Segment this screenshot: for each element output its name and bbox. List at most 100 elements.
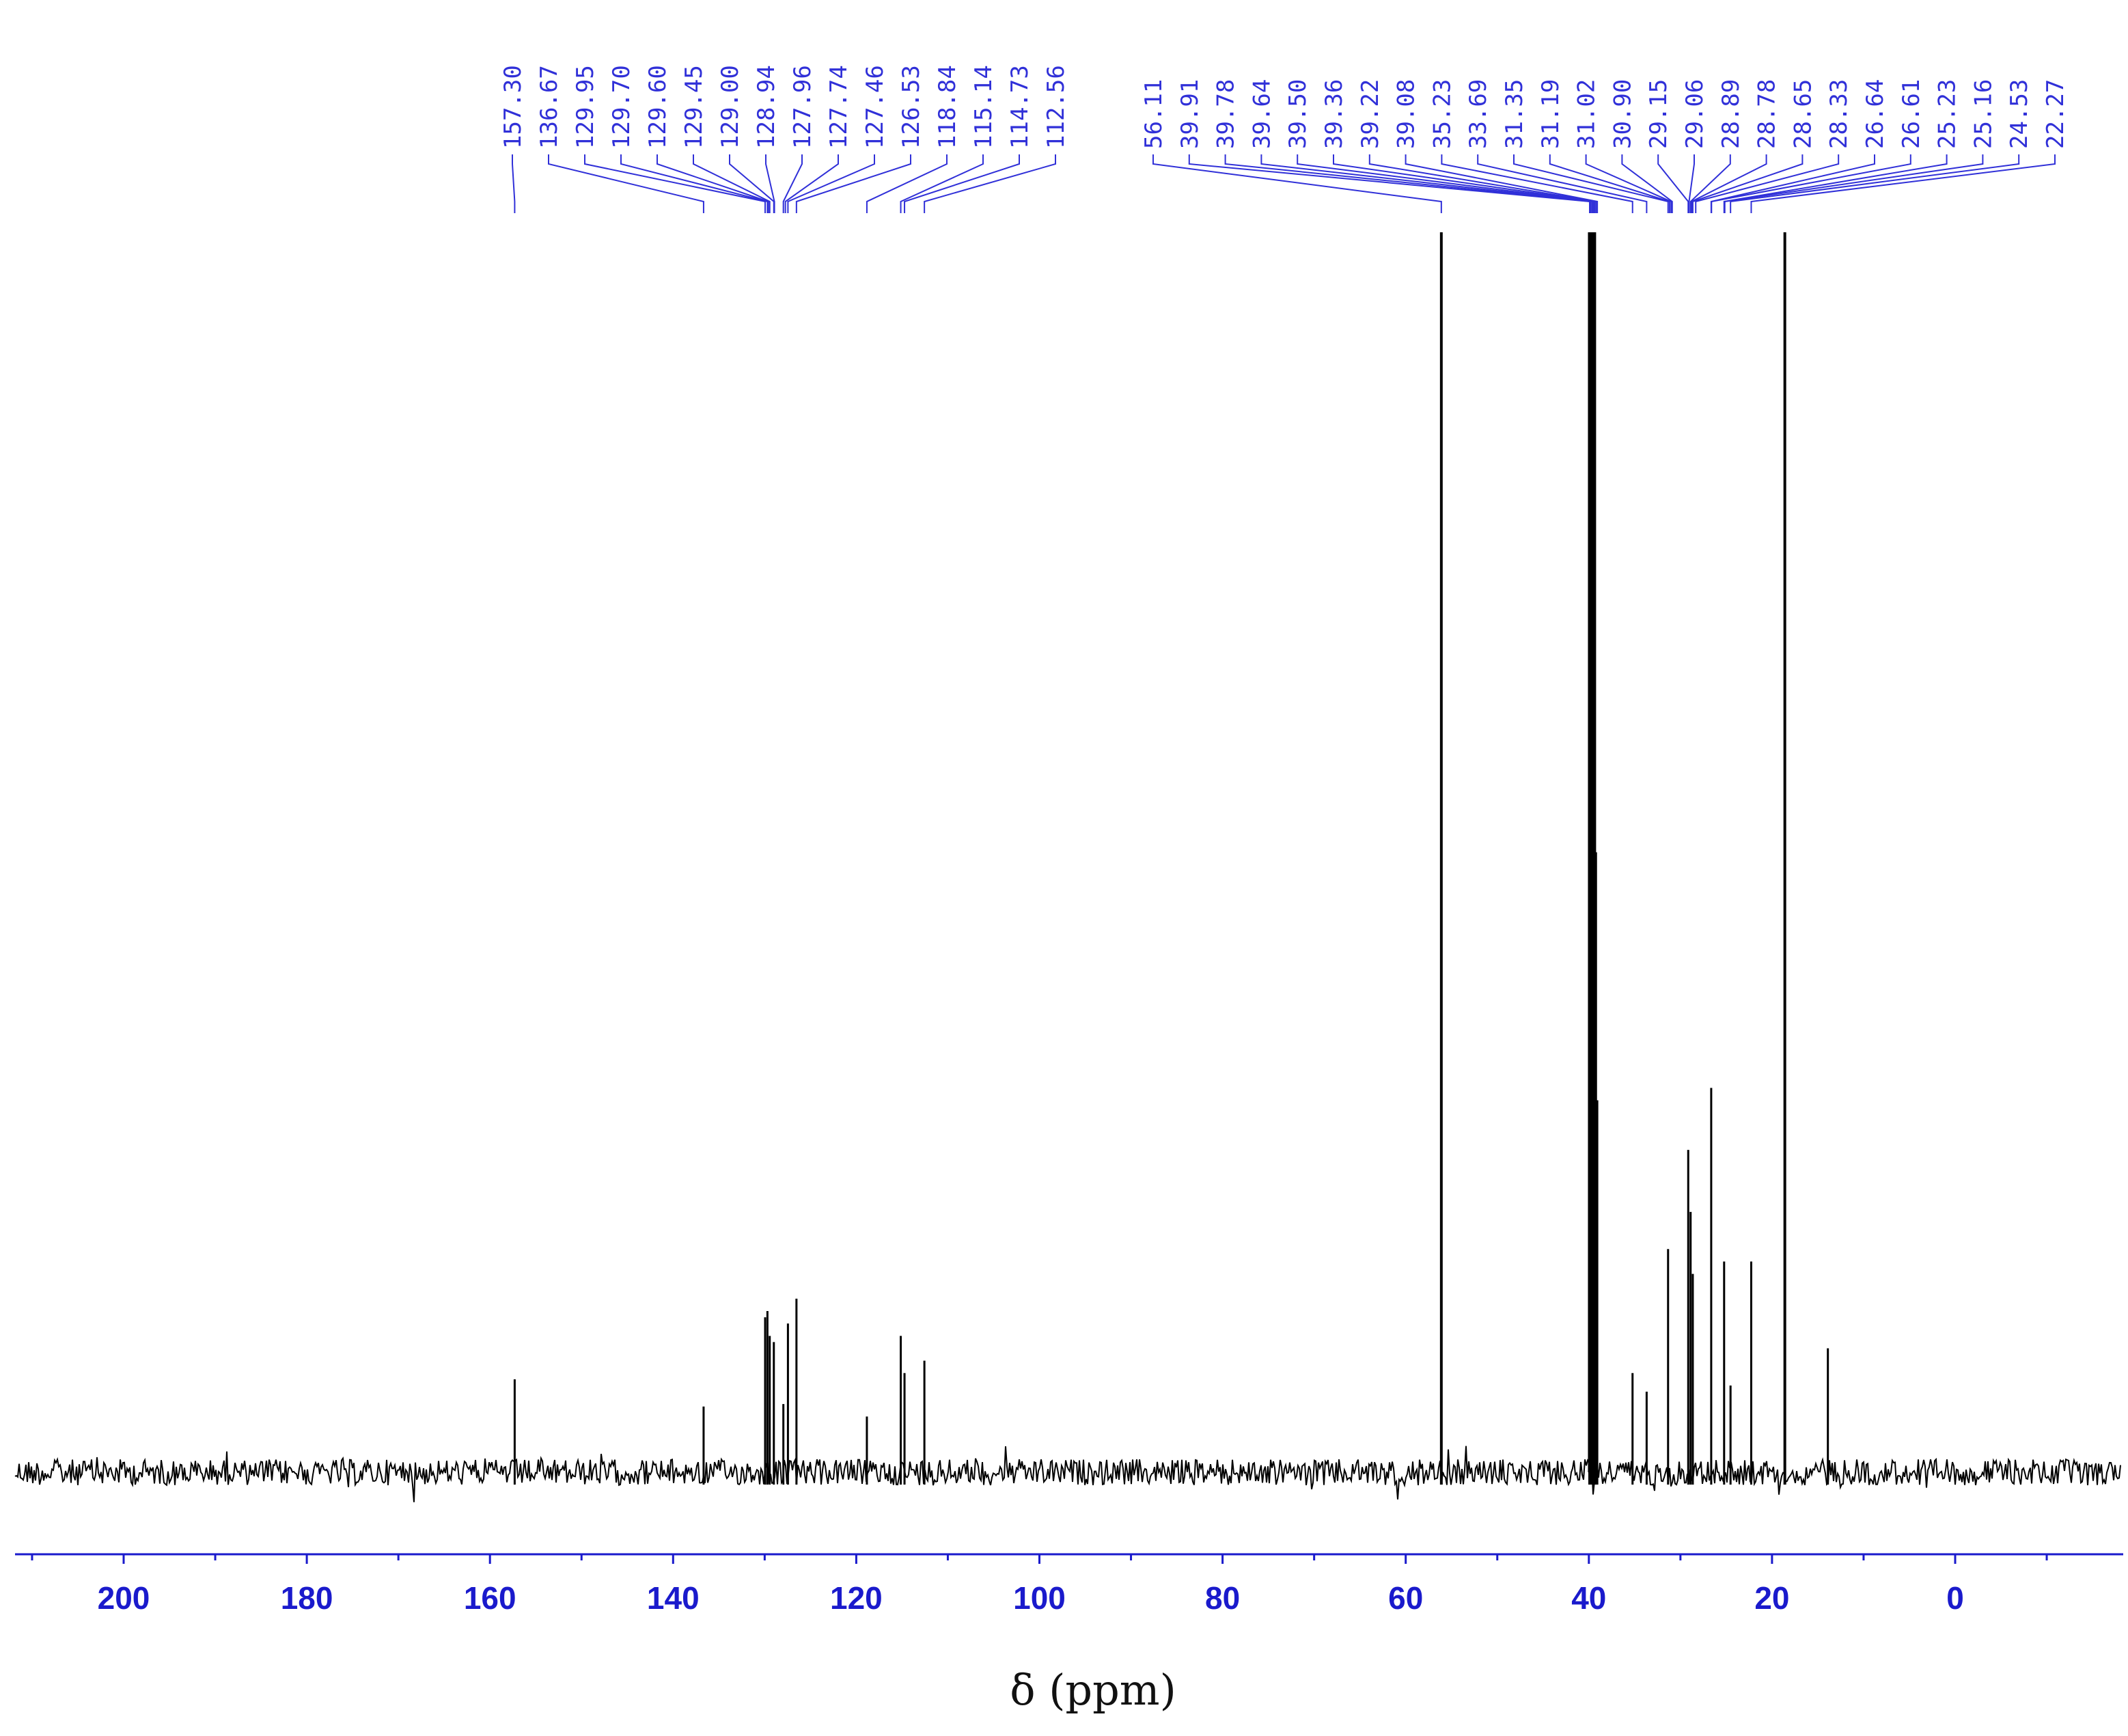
x-tick-label: 100 [1013,1580,1066,1616]
aliphatic-peak-label: 28.65 [1789,79,1816,149]
aromatic-peak-label: 129.00 [717,65,744,149]
aromatic-peak-label: 157.30 [499,65,527,149]
aliphatic-peak-label: 24.53 [2006,79,2033,149]
aromatic-peak-leader [784,154,839,213]
aromatic-peak-leader [620,154,769,213]
aliphatic-peak-label: 39.50 [1284,79,1312,149]
aromatic-peak-leader [693,154,771,213]
aliphatic-peak-leader [1333,154,1596,213]
aliphatic-peak-leader [1152,154,1442,213]
aromatic-peak-leader [657,154,769,213]
aromatic-peak-leader [548,154,704,213]
aliphatic-peak-leader [1260,154,1593,213]
x-tick-label: 200 [98,1580,150,1616]
aliphatic-peak-leader [1297,154,1594,213]
aliphatic-peak-label: 39.78 [1213,79,1240,149]
aliphatic-peak-leader [1477,154,1648,213]
aromatic-peak-label: 127.96 [789,65,816,149]
spectrum-baseline [14,1446,2121,1502]
aliphatic-peak-label: 39.36 [1321,79,1348,149]
aromatic-peak-leader [765,154,775,213]
aliphatic-peak-leader [1188,154,1591,213]
aliphatic-peak-label: 56.11 [1140,79,1167,149]
aliphatic-peak-leader [1224,154,1592,213]
solvent-peak-cluster [1588,232,1596,1472]
aromatic-peak-leader [924,154,1056,213]
aliphatic-peak-leader [1695,154,1840,213]
aliphatic-peak-label: 39.08 [1393,79,1420,149]
aliphatic-peak-leader [1724,154,1984,213]
aliphatic-peak-label: 29.15 [1645,79,1672,149]
x-tick-label: 80 [1205,1580,1240,1616]
x-tick-label: 160 [464,1580,516,1616]
aromatic-peak-label: 129.95 [572,65,599,149]
x-tick-label: 60 [1388,1580,1423,1616]
aliphatic-peak-leader [1711,154,1911,213]
aliphatic-peak-leader [1691,154,1767,213]
aliphatic-peak-label: 28.33 [1825,79,1853,149]
aliphatic-peak-label: 35.23 [1428,79,1456,149]
x-axis: 200 180 160 140 120 100 80 60 40 20 0 [15,1553,2123,1616]
aromatic-peak-label: 128.94 [753,65,780,149]
x-tick-label: 40 [1571,1580,1606,1616]
spectrum-layer [14,232,2121,1502]
aliphatic-peak-leader [1405,154,1599,213]
aliphatic-peak-label: 25.23 [1934,79,1961,149]
aliphatic-peak-leader [1691,154,1804,213]
aliphatic-peak-leader [1585,154,1672,213]
aliphatic-peak-label: 28.89 [1717,79,1745,149]
aromatic-peak-label: 118.84 [934,65,961,149]
x-tick-label: 180 [281,1580,333,1616]
x-tick-label: 20 [1754,1580,1789,1616]
aliphatic-peak-leader [1621,154,1673,213]
aliphatic-peak-label: 25.16 [1970,79,1997,149]
aromatic-peak-label: 112.56 [1042,65,1070,149]
aromatic-peak-leader [512,154,516,213]
aliphatic-peak-label: 26.64 [1862,79,1889,149]
aliphatic-peak-leader [1657,154,1689,213]
aromatic-peak-leader [866,154,948,213]
aliphatic-peak-label: 39.22 [1357,79,1384,149]
aliphatic-peak-label: 22.27 [2042,79,2069,149]
aromatic-peak-label: 127.74 [825,65,853,149]
aliphatic-peak-label: 33.69 [1465,79,1492,149]
aromatic-peak-leader [904,154,1020,213]
aliphatic-peak-label: 28.78 [1754,79,1781,149]
x-tick-label: 140 [647,1580,700,1616]
x-tick-label: 120 [830,1580,883,1616]
aromatic-peak-label: 115.14 [970,65,997,149]
aliphatic-peak-leader [1689,154,1731,213]
aliphatic-peak-leader [1723,154,1948,213]
aliphatic-peak-leader [1549,154,1670,213]
aliphatic-peak-label: 29.06 [1681,79,1709,149]
aliphatic-peak-label: 31.35 [1501,79,1528,149]
peak-label-layer: 157.30 136.67 129.95 129.70 129.60 129.45 129.… [499,65,2069,213]
aliphatic-peak-label: 26.61 [1898,79,1925,149]
aliphatic-peak-label: 31.19 [1537,79,1564,149]
aromatic-peak-label: 129.70 [608,65,635,149]
aromatic-peak-label: 126.53 [898,65,925,149]
aliphatic-peak-leader [1730,154,2020,213]
aromatic-peak-leader [795,154,911,213]
x-tick-label: 0 [1946,1580,1964,1616]
aromatic-peak-leader [900,154,984,213]
aromatic-peak-label: 114.73 [1006,65,1034,149]
aromatic-peak-label: 127.46 [861,65,889,149]
aliphatic-peak-leader [1513,154,1669,213]
aliphatic-peak-leader [1688,154,1695,213]
aliphatic-peak-label: 39.91 [1176,79,1204,149]
aromatic-peak-leader [782,154,803,213]
aliphatic-peak-label: 31.02 [1573,79,1601,149]
aliphatic-peak-leader [1750,154,2056,213]
aliphatic-peak-leader [1368,154,1597,213]
aromatic-peak-leader [584,154,766,213]
aliphatic-peak-label: 30.90 [1609,79,1636,149]
aromatic-peak-label: 129.45 [680,65,708,149]
aromatic-peak-leader [787,154,875,213]
aliphatic-peak-leader [1441,154,1633,213]
aromatic-peak-label: 129.60 [644,65,672,149]
x-axis-title: δ (ppm) [1010,1665,1176,1715]
aliphatic-peak-label: 39.64 [1248,79,1275,149]
aromatic-peak-label: 136.67 [536,65,563,149]
